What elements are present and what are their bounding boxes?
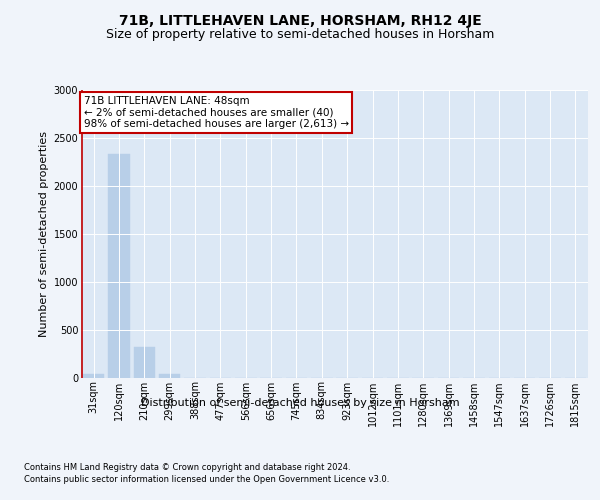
Text: Size of property relative to semi-detached houses in Horsham: Size of property relative to semi-detach…	[106, 28, 494, 41]
Bar	[108, 154, 130, 378]
Bar	[83, 374, 104, 378]
Text: 71B LITTLEHAVEN LANE: 48sqm
← 2% of semi-detached houses are smaller (40)
98% of: 71B LITTLEHAVEN LANE: 48sqm ← 2% of semi…	[83, 96, 349, 129]
Text: Contains HM Land Registry data © Crown copyright and database right 2024.: Contains HM Land Registry data © Crown c…	[24, 462, 350, 471]
Text: Contains public sector information licensed under the Open Government Licence v3: Contains public sector information licen…	[24, 475, 389, 484]
Bar	[134, 347, 155, 378]
Text: 71B, LITTLEHAVEN LANE, HORSHAM, RH12 4JE: 71B, LITTLEHAVEN LANE, HORSHAM, RH12 4JE	[119, 14, 481, 28]
Text: Distribution of semi-detached houses by size in Horsham: Distribution of semi-detached houses by …	[140, 398, 460, 407]
Bar	[159, 374, 181, 378]
Y-axis label: Number of semi-detached properties: Number of semi-detached properties	[40, 130, 49, 337]
